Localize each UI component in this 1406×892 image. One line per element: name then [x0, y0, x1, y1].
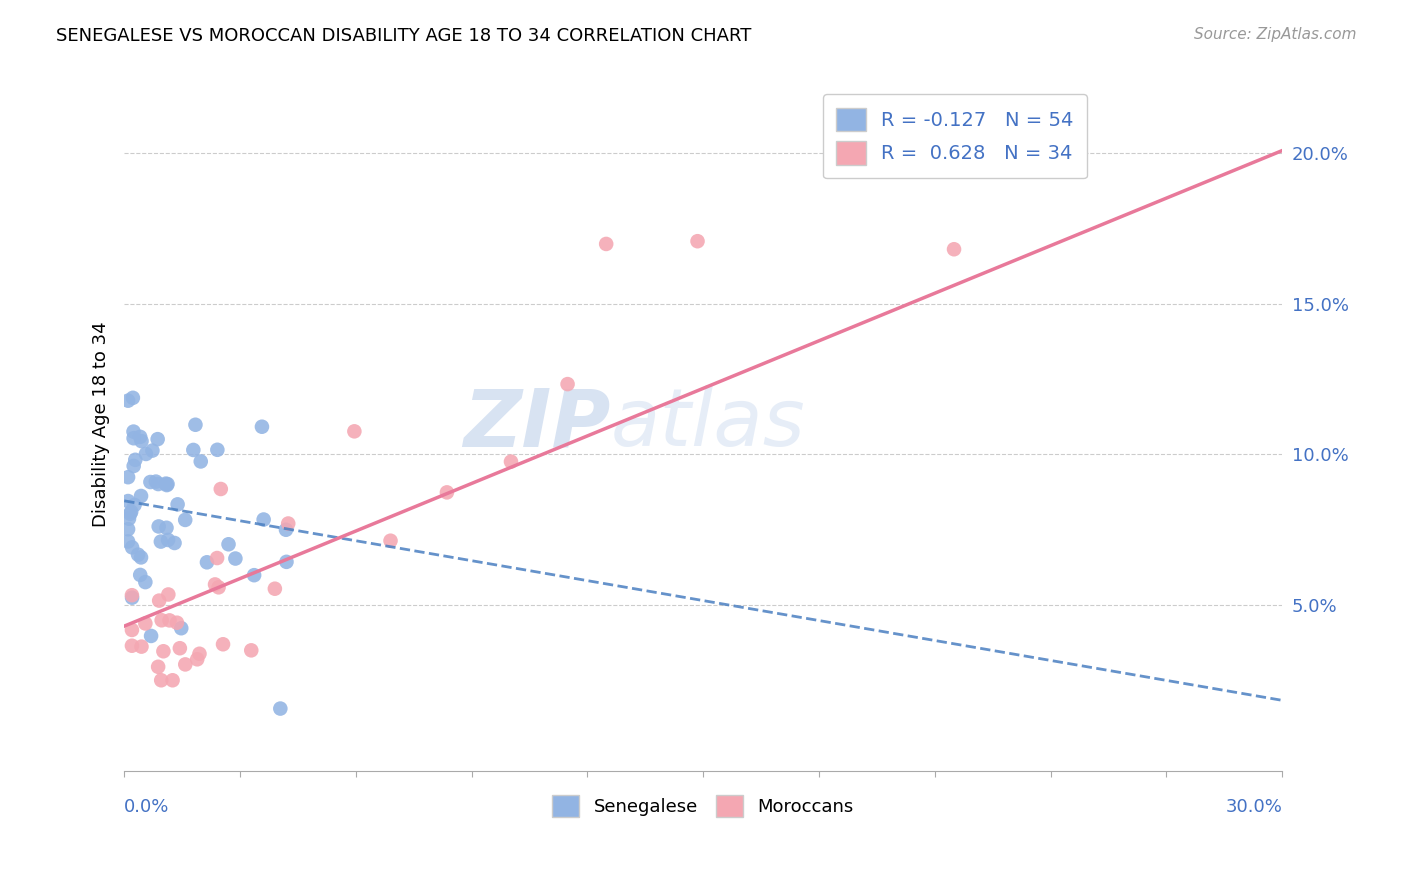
Point — [162, 673, 184, 688]
Point — [131, 640, 153, 654]
Point — [120, 505, 142, 519]
Point — [269, 701, 291, 715]
Point — [129, 568, 152, 582]
Point — [218, 537, 240, 551]
Point — [131, 434, 153, 449]
Point — [155, 476, 177, 491]
Point — [380, 533, 402, 548]
Point — [166, 615, 188, 630]
Text: SENEGALESE VS MOROCCAN DISABILITY AGE 18 TO 34 CORRELATION CHART: SENEGALESE VS MOROCCAN DISABILITY AGE 18… — [56, 27, 752, 45]
Point — [148, 519, 170, 533]
Text: Source: ZipAtlas.com: Source: ZipAtlas.com — [1194, 27, 1357, 42]
Point — [166, 497, 188, 511]
Point — [190, 454, 212, 468]
Point — [163, 536, 186, 550]
Point — [686, 234, 709, 248]
Point — [183, 442, 205, 457]
Point — [129, 489, 152, 503]
Text: ZIP: ZIP — [463, 385, 610, 463]
Point — [122, 391, 145, 405]
Point — [152, 644, 174, 658]
Point — [170, 621, 193, 635]
Point — [124, 498, 146, 512]
Point — [263, 582, 285, 596]
Point — [250, 419, 273, 434]
Point — [148, 477, 170, 491]
Point — [120, 507, 142, 521]
Point — [150, 613, 173, 627]
Point — [157, 587, 180, 601]
Point — [124, 452, 146, 467]
Point — [145, 475, 167, 489]
Point — [174, 657, 197, 672]
Point — [121, 623, 143, 637]
Point — [174, 513, 197, 527]
Point — [141, 443, 163, 458]
Point — [186, 652, 208, 666]
Point — [150, 673, 173, 688]
Point — [139, 475, 162, 489]
Point — [188, 647, 211, 661]
Point — [224, 551, 246, 566]
Point — [557, 377, 579, 392]
Point — [155, 521, 177, 535]
Point — [212, 637, 235, 651]
Y-axis label: Disability Age 18 to 34: Disability Age 18 to 34 — [93, 321, 110, 527]
Point — [127, 548, 149, 562]
Point — [148, 593, 170, 607]
Point — [157, 533, 180, 547]
Point — [195, 555, 218, 569]
Point — [943, 242, 966, 256]
Point — [135, 447, 157, 461]
Point — [117, 470, 139, 484]
Point — [122, 458, 145, 473]
Text: atlas: atlas — [610, 385, 806, 463]
Point — [205, 551, 228, 566]
Point — [243, 568, 266, 582]
Text: 30.0%: 30.0% — [1225, 797, 1282, 816]
Point — [343, 425, 366, 439]
Point — [159, 614, 181, 628]
Point — [121, 591, 143, 605]
Legend: Senegalese, Moroccans: Senegalese, Moroccans — [546, 788, 862, 824]
Point — [595, 236, 617, 251]
Point — [121, 639, 143, 653]
Point — [149, 534, 172, 549]
Point — [204, 577, 226, 591]
Point — [122, 425, 145, 439]
Point — [499, 455, 522, 469]
Point — [134, 575, 156, 590]
Point — [274, 523, 297, 537]
Point — [184, 417, 207, 432]
Point — [240, 643, 263, 657]
Point — [117, 534, 139, 549]
Point — [122, 431, 145, 445]
Point — [146, 432, 169, 446]
Point — [118, 512, 141, 526]
Point — [121, 541, 143, 555]
Point — [139, 629, 162, 643]
Point — [129, 550, 152, 565]
Point — [156, 477, 179, 491]
Point — [117, 393, 139, 408]
Point — [129, 430, 152, 444]
Point — [207, 442, 229, 457]
Point — [209, 482, 232, 496]
Point — [121, 588, 143, 602]
Point — [207, 580, 229, 594]
Point — [253, 512, 276, 526]
Point — [134, 616, 156, 631]
Point — [277, 516, 299, 531]
Point — [436, 485, 458, 500]
Point — [117, 494, 139, 508]
Point — [146, 660, 169, 674]
Point — [169, 641, 191, 656]
Text: 0.0%: 0.0% — [124, 797, 170, 816]
Point — [156, 478, 179, 492]
Point — [117, 522, 139, 536]
Point — [276, 555, 298, 569]
